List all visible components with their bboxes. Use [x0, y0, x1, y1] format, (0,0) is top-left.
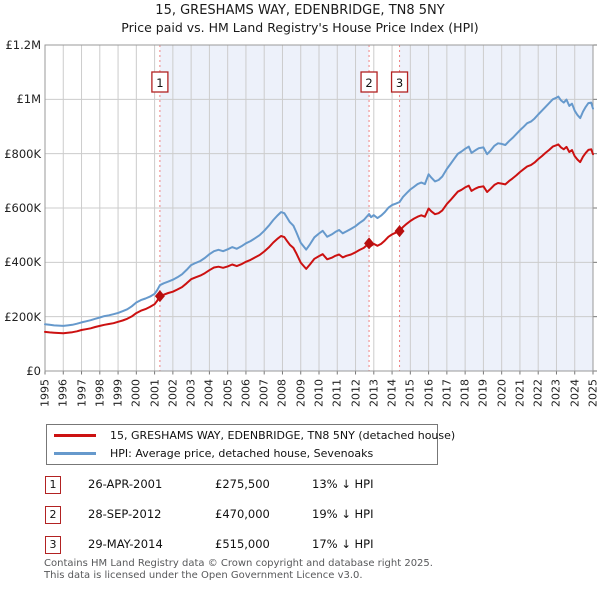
y-tick-label: £1.2M: [5, 38, 41, 52]
sale-number-label: 3: [396, 76, 403, 90]
page-title: 15, GRESHAMS WAY, EDENBRIDGE, TN8 5NY: [155, 3, 445, 18]
x-tick-label: 2007: [257, 379, 271, 407]
sale-number-box: [360, 71, 378, 93]
transaction-date: 28-SEP-2012: [88, 507, 162, 521]
x-tick-label: 2019: [476, 379, 490, 407]
x-tick-label: 1998: [93, 379, 107, 407]
transaction-marker-1: 1: [45, 476, 61, 494]
transaction-marker-3: 3: [45, 536, 61, 554]
x-tick-label: 2009: [294, 379, 308, 407]
transaction-row-2: 2 28-SEP-2012 £470,000 19% ↓ HPI: [45, 506, 465, 524]
transaction-price: £275,500: [215, 477, 270, 491]
x-tick-label: 2020: [495, 379, 509, 407]
transaction-price: £515,000: [215, 537, 270, 551]
x-tick-label: 2006: [239, 379, 253, 407]
x-tick-label: 2012: [349, 379, 363, 407]
page-subtitle: Price paid vs. HM Land Registry's House …: [121, 20, 479, 35]
x-tick-label: 2016: [422, 379, 436, 407]
legend-label: 15, GRESHAMS WAY, EDENBRIDGE, TN8 5NY (d…: [110, 429, 456, 442]
footer-licence: This data is licensed under the Open Gov…: [44, 570, 363, 581]
x-tick-label: 2000: [129, 379, 143, 407]
y-tick-label: £1M: [16, 92, 41, 107]
chart-legend: 15, GRESHAMS WAY, EDENBRIDGE, TN8 5NY (d…: [46, 424, 455, 465]
x-tick-label: 2004: [202, 379, 216, 407]
hpi-line-swatch: [54, 452, 96, 455]
x-tick-label: 2008: [275, 379, 289, 407]
x-tick-label: 1996: [56, 379, 70, 407]
legend-entry-hpi: HPI: Average price, detached house, Seve…: [47, 445, 437, 463]
hpi-line: [44, 95, 594, 327]
y-tick-label: £600K: [4, 201, 41, 215]
sale-point-marker: [364, 237, 375, 250]
x-tick-label: 2005: [221, 379, 235, 407]
x-tick-label: 1995: [38, 379, 52, 407]
x-tick-label: 2011: [330, 379, 344, 407]
x-tick-label: 2021: [513, 379, 527, 407]
y-tick-label: £200K: [4, 309, 41, 324]
transaction-vs-hpi: 17% ↓ HPI: [312, 537, 374, 551]
x-tick-label: 1999: [111, 379, 125, 407]
x-tick-label: 2002: [166, 379, 180, 407]
sale-point-marker: [394, 225, 405, 238]
footer-copyright: Contains HM Land Registry data © Crown c…: [44, 558, 433, 569]
x-tick-label: 2010: [312, 379, 326, 407]
x-tick-label: 1997: [75, 379, 89, 407]
property-line-swatch: [54, 434, 96, 437]
sale-number-box: [390, 71, 409, 93]
transaction-row-1: 1 26-APR-2001 £275,500 13% ↓ HPI: [45, 476, 465, 494]
x-tick-label: 2001: [148, 379, 162, 407]
y-tick-label: £800K: [4, 146, 41, 161]
x-tick-label: 2024: [568, 379, 582, 407]
legend-entry-property: 15, GRESHAMS WAY, EDENBRIDGE, TN8 5NY (d…: [47, 427, 455, 445]
x-tick-label: 2022: [531, 379, 545, 407]
sale-number-label: 2: [365, 76, 372, 90]
sale-point-marker: [154, 290, 165, 303]
transaction-marker-2: 2: [45, 506, 61, 524]
x-tick-label: 2018: [458, 379, 472, 407]
y-tick-label: £400K: [4, 255, 41, 270]
sale-number-box: [151, 71, 169, 93]
transaction-date: 26-APR-2001: [88, 477, 163, 491]
plot-border: [44, 44, 594, 372]
x-tick-label: 2017: [440, 379, 454, 407]
y-tick-label: £0: [26, 364, 41, 378]
transaction-vs-hpi: 13% ↓ HPI: [312, 477, 374, 491]
sale-number-label: 1: [156, 76, 163, 90]
x-tick-label: 2015: [403, 379, 417, 407]
transaction-price: £470,000: [215, 507, 270, 521]
x-tick-label: 2025: [586, 379, 600, 407]
legend-label: HPI: Average price, detached house, Seve…: [110, 447, 374, 460]
transaction-row-3: 3 29-MAY-2014 £515,000 17% ↓ HPI: [45, 536, 465, 554]
x-tick-label: 2014: [385, 379, 399, 407]
transaction-date: 29-MAY-2014: [88, 537, 163, 551]
property-price-line: [44, 143, 594, 335]
x-tick-label: 2013: [367, 379, 381, 407]
x-tick-label: 2023: [549, 379, 563, 407]
x-tick-label: 2003: [184, 379, 198, 407]
transaction-vs-hpi: 19% ↓ HPI: [312, 507, 374, 521]
